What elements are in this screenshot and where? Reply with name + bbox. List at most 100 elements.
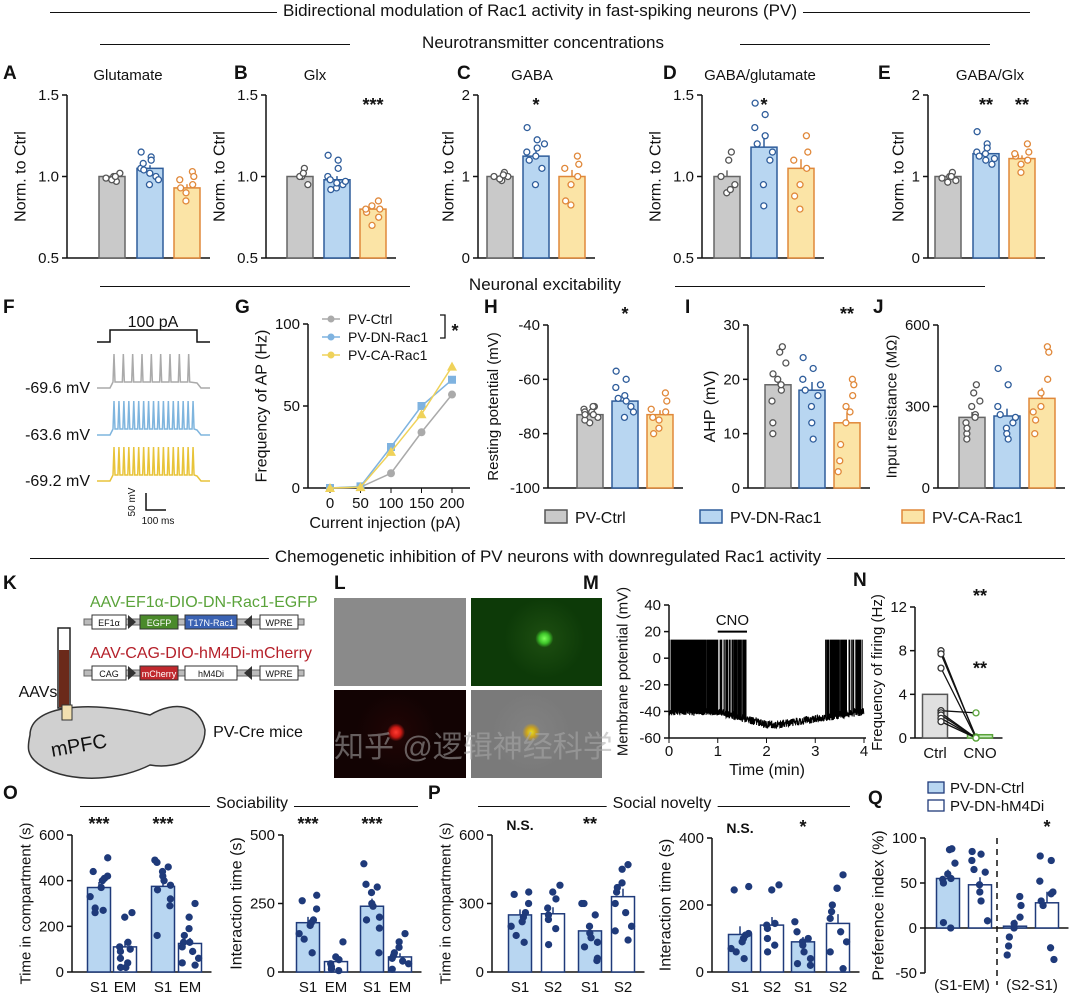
data-point <box>620 413 629 422</box>
panel-label: A <box>3 63 17 84</box>
y-tick-label: -50 <box>895 965 917 982</box>
data-point <box>951 859 959 867</box>
data-point <box>647 405 655 413</box>
data-point <box>388 965 396 973</box>
data-point <box>362 880 370 888</box>
y-tick-label: 0 <box>476 964 484 981</box>
construct-element <box>139 665 179 681</box>
data-point <box>627 922 636 930</box>
bar <box>323 179 351 259</box>
y-tick-label: -60 <box>518 371 540 388</box>
data-point <box>544 940 553 949</box>
data-point <box>622 908 630 917</box>
data-point <box>1036 877 1044 885</box>
data-point <box>763 924 772 933</box>
data-point <box>796 180 804 189</box>
data-point <box>947 924 955 932</box>
bar <box>1034 902 1060 929</box>
significance-marker: *** <box>152 814 173 834</box>
data-point <box>401 929 409 938</box>
panel-label: E <box>878 63 891 84</box>
data-point <box>972 734 980 742</box>
legend-label: PV-DN-Rac1 <box>348 329 428 345</box>
bar <box>958 416 986 489</box>
data-point <box>828 901 837 909</box>
data-point <box>581 410 589 419</box>
data-point <box>938 174 946 182</box>
data-point <box>154 176 163 184</box>
significance-marker: *** <box>361 814 382 834</box>
data-point <box>624 936 632 944</box>
significance-marker: *** <box>88 814 109 834</box>
y-tick-label: 100 <box>892 830 917 847</box>
data-point <box>1024 156 1032 164</box>
panel-label: Q <box>868 788 883 809</box>
data-point <box>799 353 807 362</box>
bar <box>576 413 604 489</box>
data-point <box>768 397 776 405</box>
data-point <box>982 156 990 164</box>
data-point <box>807 402 816 411</box>
data-point <box>1010 924 1018 932</box>
significance-marker: ** <box>840 304 854 324</box>
data-point <box>968 402 976 411</box>
x-tick-label: 1 <box>714 743 722 760</box>
significance-bracket <box>440 314 446 339</box>
data-point <box>375 924 384 932</box>
data-point <box>185 913 193 921</box>
data-point <box>731 180 739 189</box>
bar <box>486 175 514 259</box>
data-point <box>662 408 670 416</box>
egfp-image <box>471 598 602 686</box>
data-point <box>111 172 120 181</box>
construct-element-label: mCherry <box>142 669 177 679</box>
panel-label: L <box>334 573 346 594</box>
chart-title: GABA/glutamate <box>704 67 816 84</box>
data-point <box>976 397 984 405</box>
data-point <box>624 861 632 869</box>
construct-element-label: T17N-Rac1 <box>188 618 234 628</box>
data-point <box>86 893 94 901</box>
data-point <box>448 375 456 384</box>
panel-label: C <box>457 63 471 84</box>
data-point <box>655 424 663 432</box>
y-axis-label: Resting potential (mV) <box>485 332 502 480</box>
voltage-trace <box>97 353 210 389</box>
data-point <box>368 221 376 230</box>
y-tick-label: 50 <box>283 398 300 415</box>
section-chemogenetic: Chemogenetic inhibition of PV neurons wi… <box>268 547 828 567</box>
section-sociability: Sociability <box>209 795 295 813</box>
data-point <box>717 172 725 181</box>
data-point <box>939 918 948 927</box>
panel-label: N <box>853 570 867 591</box>
data-point <box>375 913 384 921</box>
data-point <box>1004 435 1012 443</box>
data-point <box>395 943 403 951</box>
y-axis-label: Frequency of firing (Hz) <box>869 594 886 751</box>
y-tick-label: 0 <box>899 730 907 747</box>
y-tick-label: 1.5 <box>38 87 59 104</box>
data-point <box>126 945 134 953</box>
data-point <box>1036 852 1044 860</box>
data-point <box>556 881 564 889</box>
section-social-novelty: Social novelty <box>606 795 718 813</box>
data-point <box>1029 408 1037 416</box>
mice-label: PV-Cre mice <box>213 724 303 741</box>
data-point <box>947 874 955 883</box>
data-point <box>544 915 553 924</box>
data-point <box>983 144 991 152</box>
data-point <box>790 192 799 200</box>
data-point <box>499 171 508 179</box>
data-point <box>324 151 332 159</box>
x-tick-label: S2 <box>614 979 632 996</box>
data-point <box>128 908 136 917</box>
divider <box>100 286 410 287</box>
y-axis-label: Time in compartment (s) <box>438 823 455 985</box>
data-point <box>334 156 342 164</box>
bar <box>972 152 1000 259</box>
y-tick-label: 600 <box>905 317 930 334</box>
stimulus-step <box>97 329 210 343</box>
panel-label: O <box>3 783 18 804</box>
data-point <box>587 934 595 942</box>
